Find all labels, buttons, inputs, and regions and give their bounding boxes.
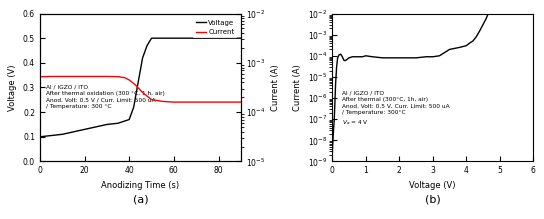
- Current: [182, 101, 188, 103]
- Voltage: [36, 136, 43, 138]
- Voltage: [92, 126, 99, 128]
- Y-axis label: Current (A): Current (A): [270, 64, 280, 111]
- Current: [59, 75, 65, 78]
- Line: Voltage: Voltage: [40, 38, 241, 137]
- Voltage: [182, 37, 188, 39]
- Current: [159, 100, 166, 103]
- Current: [81, 75, 88, 78]
- Legend: Voltage, Current: Voltage, Current: [193, 17, 237, 38]
- Current: [121, 76, 128, 79]
- Voltage: [70, 131, 77, 133]
- Text: Al / IGZO / ITO
After thermal oxidation (300 °C, 1 h, air)
Anod. Volt: 0.5 V / C: Al / IGZO / ITO After thermal oxidation …: [46, 85, 165, 109]
- Current: [115, 75, 121, 78]
- Voltage: [48, 134, 54, 137]
- X-axis label: Voltage (V): Voltage (V): [410, 181, 456, 190]
- Current: [70, 75, 77, 78]
- Current: [204, 101, 211, 103]
- Current: [92, 75, 99, 78]
- Y-axis label: Voltage (V): Voltage (V): [8, 64, 17, 111]
- Current: [133, 84, 139, 87]
- Voltage: [215, 37, 222, 39]
- Current: [238, 101, 244, 103]
- Voltage: [59, 133, 65, 136]
- Current: [139, 91, 146, 94]
- Current: [103, 75, 110, 78]
- Voltage: [115, 122, 121, 125]
- Current: [149, 98, 155, 101]
- Current: [36, 76, 43, 78]
- Current: [215, 101, 222, 103]
- Voltage: [149, 37, 155, 39]
- Voltage: [131, 106, 137, 109]
- Voltage: [135, 81, 141, 84]
- Current: [126, 79, 132, 81]
- Current: [226, 101, 233, 103]
- Voltage: [204, 37, 211, 39]
- Voltage: [139, 57, 146, 59]
- Current: [48, 75, 54, 78]
- Y-axis label: Current (A): Current (A): [293, 64, 302, 111]
- Voltage: [126, 118, 132, 121]
- Text: Al / IGZO / ITO
After thermal (300°C, 1h, air)
Anod. Volt: 0.5 V, Curr. Limit: 5: Al / IGZO / ITO After thermal (300°C, 1h…: [342, 90, 450, 127]
- Voltage: [144, 44, 150, 47]
- Voltage: [193, 37, 200, 39]
- X-axis label: Anodizing Time (s): Anodizing Time (s): [101, 181, 180, 190]
- Voltage: [159, 37, 166, 39]
- Current: [193, 101, 200, 103]
- Current: [171, 101, 177, 103]
- Text: (b): (b): [425, 195, 441, 205]
- Text: (a): (a): [133, 195, 148, 205]
- Line: Current: Current: [40, 76, 241, 102]
- Voltage: [171, 37, 177, 39]
- Voltage: [238, 37, 244, 39]
- Voltage: [226, 37, 233, 39]
- Voltage: [81, 128, 88, 131]
- Voltage: [103, 123, 110, 126]
